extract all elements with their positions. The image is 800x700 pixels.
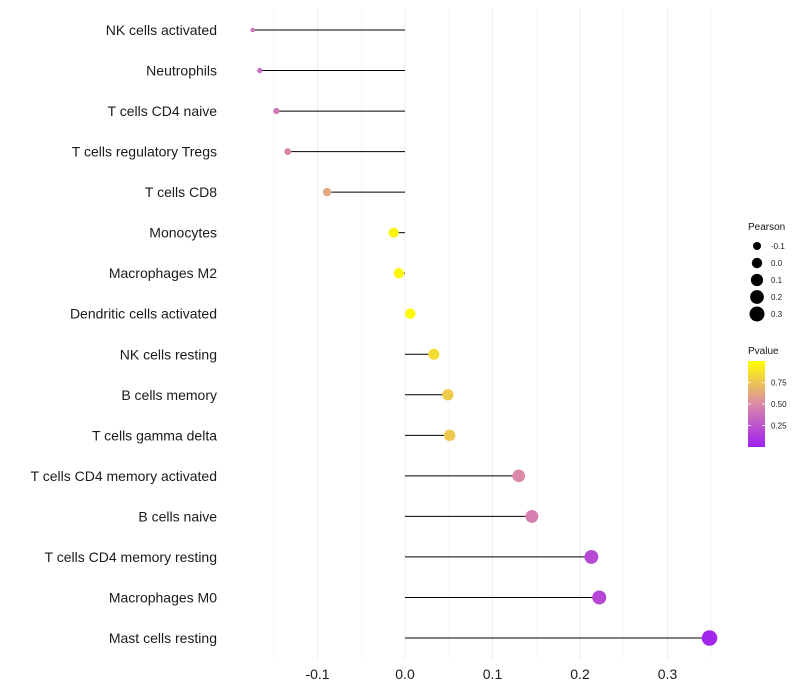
pvalue-legend-label: 0.25 — [771, 422, 787, 431]
point-9 — [442, 389, 454, 401]
pearson-legend-label: 0.0 — [771, 259, 783, 268]
pearson-legend-key — [752, 241, 762, 251]
point-1 — [257, 67, 263, 74]
pearson-legend-title: Pearson — [748, 222, 785, 233]
category-label: T cells gamma delta — [92, 427, 217, 443]
x-tick-label: 0.0 — [395, 666, 415, 682]
category-label: Macrophages M0 — [109, 589, 217, 605]
pearson-size-legend: Pearson -0.1 0.0 0.1 0.2 0.3 — [748, 222, 785, 322]
point-15 — [701, 630, 718, 646]
category-label: T cells CD4 memory activated — [31, 468, 217, 484]
point-8 — [428, 348, 440, 360]
category-label: NK cells activated — [106, 22, 217, 38]
category-label: Macrophages M2 — [109, 265, 217, 281]
category-label: Monocytes — [149, 225, 217, 241]
point-13 — [584, 549, 599, 564]
pvalue-legend-title: Pvalue — [748, 346, 779, 357]
pearson-legend-label: 0.2 — [771, 293, 783, 302]
pearson-legend-key — [751, 257, 763, 269]
point-12 — [525, 509, 539, 523]
pearson-legend-key — [749, 306, 765, 322]
lollipop-stems — [252, 29, 710, 639]
pvalue-color-legend: Pvalue 0.25 0.50 0.75 — [748, 346, 787, 447]
pearson-legend-key — [750, 290, 764, 304]
pearson-legend-key — [750, 273, 764, 287]
point-14 — [592, 590, 607, 605]
point-0 — [250, 27, 256, 33]
x-tick-label: 0.2 — [570, 666, 590, 682]
category-labels: NK cells activated Neutrophils T cells CD4… — [31, 22, 218, 646]
x-tick-label: -0.1 — [305, 666, 329, 682]
gridlines — [273, 8, 712, 660]
point-3 — [284, 148, 292, 156]
category-label: Dendritic cells activated — [70, 306, 217, 322]
lollipop-points — [250, 27, 718, 646]
point-6 — [393, 268, 405, 279]
x-axis-tick-labels: -0.1 0.0 0.1 0.2 0.3 — [305, 666, 677, 682]
point-10 — [443, 429, 456, 442]
category-label: NK cells resting — [120, 346, 217, 362]
pearson-legend-label: 0.3 — [771, 310, 783, 319]
point-4 — [322, 187, 332, 197]
category-label: Mast cells resting — [109, 630, 217, 646]
point-7 — [404, 308, 416, 320]
x-tick-label: 0.1 — [483, 666, 503, 682]
point-2 — [273, 107, 280, 115]
category-label: T cells CD8 — [145, 184, 217, 200]
pvalue-colorbar — [748, 361, 765, 447]
pearson-legend-label: -0.1 — [771, 242, 785, 251]
x-tick-label: 0.3 — [658, 666, 678, 682]
category-label: T cells CD4 naive — [108, 103, 218, 119]
pvalue-legend-label: 0.50 — [771, 400, 787, 409]
category-label: B cells memory — [121, 387, 217, 403]
pearson-legend-label: 0.1 — [771, 276, 783, 285]
category-label: B cells naive — [138, 508, 217, 524]
point-5 — [388, 227, 399, 238]
category-label: T cells CD4 memory resting — [45, 549, 217, 565]
category-label: T cells regulatory Tregs — [72, 144, 217, 160]
pvalue-legend-label: 0.75 — [771, 379, 787, 388]
point-11 — [512, 469, 526, 483]
category-label: Neutrophils — [146, 63, 217, 79]
